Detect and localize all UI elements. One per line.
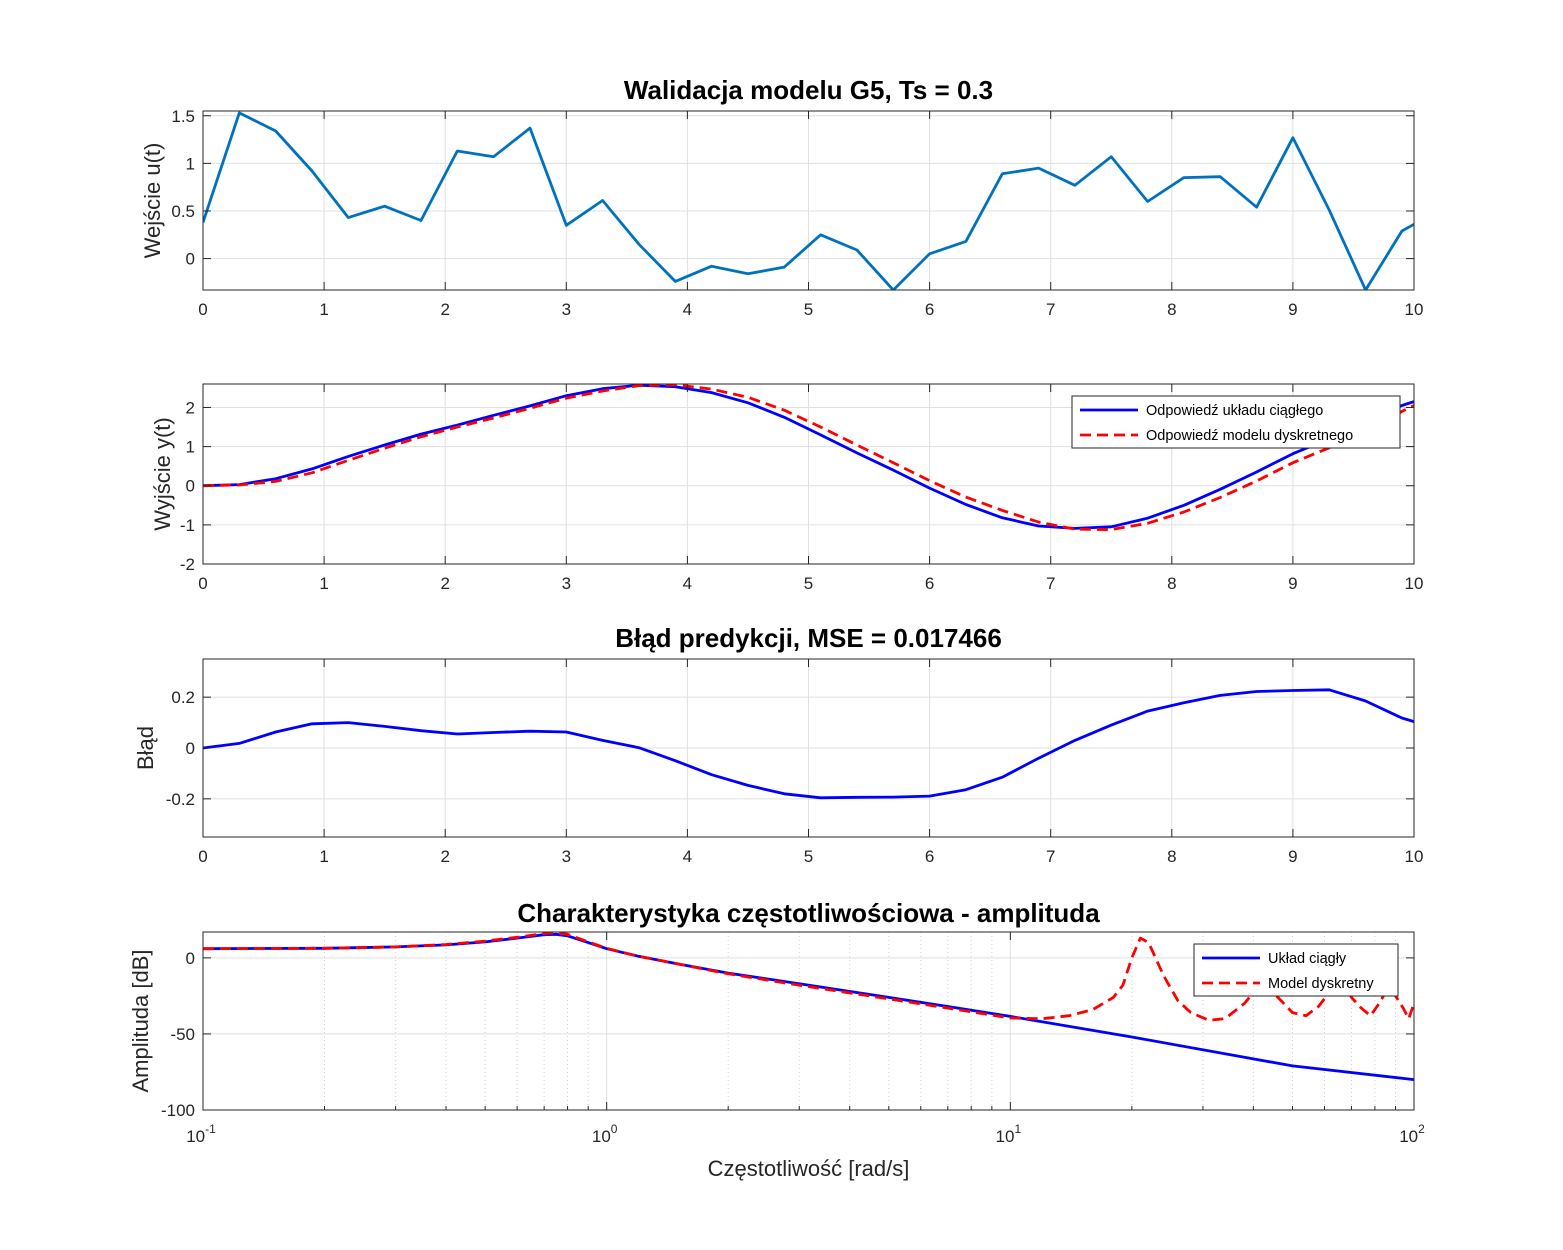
y-tick-label: -50: [170, 1025, 195, 1044]
y-axis-label: Wejście u(t): [140, 143, 165, 259]
y-tick-label: 2: [186, 398, 195, 417]
x-tick-label: 5: [804, 847, 813, 866]
x-tick-label: 10: [1405, 847, 1424, 866]
legend-label-2: Model dyskretny: [1268, 976, 1374, 992]
y-tick-label: 0: [186, 739, 195, 758]
series-line-1: [203, 384, 1414, 530]
x-tick-label: 7: [1046, 300, 1055, 319]
x-tick-label: 3: [562, 300, 571, 319]
y-tick-label: 1: [186, 154, 195, 173]
chart-title: Walidacja modelu G5, Ts = 0.3: [624, 75, 993, 105]
series-line-1: [203, 688, 1414, 800]
x-tick-label: 3: [562, 847, 571, 866]
y-tick-label: 1.5: [171, 107, 195, 126]
x-tick-label: 6: [925, 847, 934, 866]
y-tick-label: -1: [180, 516, 195, 535]
chart-panel-3: 0 1 2 3 4 5 6 7 8 9 10 0.2 0 -0.2 Błąd predykcji, MSE …: [133, 623, 1423, 866]
x-tick-label: 8: [1167, 847, 1176, 866]
y-tick-label: -2: [180, 555, 195, 574]
x-tick-label: 2: [440, 574, 449, 593]
x-tick-label: 4: [683, 847, 692, 866]
y-tick-label: 0.2: [171, 688, 195, 707]
x-tick-label: 6: [925, 300, 934, 319]
y-axis-label: Wyjście y(t): [150, 417, 175, 530]
x-tick-label: 1: [319, 300, 328, 319]
x-tick-label: 9: [1288, 574, 1297, 593]
y-tick-label: -0.2: [166, 790, 195, 809]
x-axis-label: Częstotliwość [rad/s]: [708, 1156, 910, 1181]
legend-label-1: Odpowiedź układu ciągłego: [1146, 403, 1323, 419]
x-tick-label: 6: [925, 574, 934, 593]
x-tick-label: 0: [198, 300, 207, 319]
series-line-2: [203, 932, 1414, 1022]
y-tick-label: 0: [186, 250, 195, 269]
legend: Układ ciągły Model dyskretny: [1193, 943, 1399, 997]
y-axis-label: Amplituda [dB]: [128, 949, 153, 1092]
x-tick-label: 4: [683, 300, 692, 319]
grid: [202, 659, 1415, 837]
x-tick-label: 8: [1167, 300, 1176, 319]
x-tick-label: 10: [1405, 574, 1424, 593]
x-tick-label: 7: [1046, 847, 1055, 866]
y-tick-label: 0: [186, 949, 195, 968]
y-tick-label: -100: [161, 1101, 195, 1120]
chart-title: Błąd predykcji, MSE = 0.017466: [615, 623, 1002, 653]
x-tick-label: 1: [319, 847, 328, 866]
x-tick-label: 7: [1046, 574, 1055, 593]
x-tick-label: 0: [198, 847, 207, 866]
y-tick-label: 0: [186, 477, 195, 496]
legend: Odpowiedź układu ciągłego Odpowiedź model…: [1071, 395, 1401, 449]
x-tick-label: 2: [440, 300, 449, 319]
x-tick-label: 1: [319, 574, 328, 593]
x-tick-label: 10: [1405, 300, 1424, 319]
x-tick-label: 2: [440, 847, 449, 866]
x-tick-label: 8: [1167, 574, 1176, 593]
x-tick-label: 9: [1288, 300, 1297, 319]
axes-box: [202, 931, 1415, 1111]
legend-label-1: Układ ciągły: [1268, 951, 1347, 967]
x-tick-label: 4: [683, 574, 692, 593]
x-tick-exponent: 0: [611, 1122, 618, 1136]
series-line-2: [203, 384, 1414, 531]
x-tick-label: 9: [1288, 847, 1297, 866]
legend-label-2: Odpowiedź modelu dyskretnego: [1146, 428, 1353, 444]
y-tick-label: 0.5: [171, 202, 195, 221]
chart-title: Charakterystyka częstotliwościowa - ampl…: [517, 898, 1100, 928]
x-tick-exponent: 1: [1014, 1122, 1021, 1136]
series-line-1: [203, 111, 1414, 290]
chart-panel-1: 0 1 2 3 4 5 6 7 8 9 10 1.5 1 0.5 0 Walidacja modelu G5,…: [140, 75, 1423, 319]
x-tick-label: 3: [562, 574, 571, 593]
x-tick-label: 5: [804, 300, 813, 319]
legend-box: [1193, 943, 1399, 997]
x-tick-label: 5: [804, 574, 813, 593]
x-tick-exponent: 2: [1418, 1122, 1425, 1136]
y-axis-label: Błąd: [133, 726, 158, 770]
x-tick-label: 0: [198, 574, 207, 593]
legend-box: [1071, 395, 1401, 449]
x-tick-exponent: -1: [205, 1122, 216, 1136]
y-tick-label: 1: [186, 438, 195, 457]
